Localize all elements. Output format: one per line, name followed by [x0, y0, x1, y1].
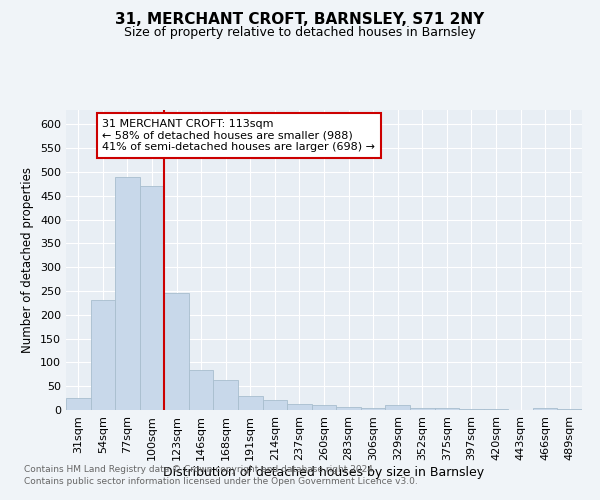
Bar [557, 409, 582, 410]
Y-axis label: Number of detached properties: Number of detached properties [22, 167, 34, 353]
Bar [66, 398, 91, 410]
Text: 31 MERCHANT CROFT: 113sqm
← 58% of detached houses are smaller (988)
41% of semi: 31 MERCHANT CROFT: 113sqm ← 58% of detac… [102, 119, 375, 152]
Bar [238, 396, 263, 410]
Bar [336, 406, 361, 410]
Text: Contains HM Land Registry data © Crown copyright and database right 2024.: Contains HM Land Registry data © Crown c… [24, 465, 376, 474]
Bar [91, 300, 115, 410]
Bar [385, 405, 410, 410]
Bar [115, 176, 140, 410]
Bar [214, 380, 238, 410]
Text: 31, MERCHANT CROFT, BARNSLEY, S71 2NY: 31, MERCHANT CROFT, BARNSLEY, S71 2NY [115, 12, 485, 28]
Text: Contains public sector information licensed under the Open Government Licence v3: Contains public sector information licen… [24, 478, 418, 486]
Bar [287, 404, 312, 410]
Bar [484, 409, 508, 410]
Bar [312, 405, 336, 410]
Bar [410, 408, 434, 410]
Text: Size of property relative to detached houses in Barnsley: Size of property relative to detached ho… [124, 26, 476, 39]
Bar [263, 400, 287, 410]
Bar [140, 186, 164, 410]
Bar [189, 370, 214, 410]
Bar [164, 294, 189, 410]
Bar [434, 408, 459, 410]
Bar [459, 409, 484, 410]
Bar [533, 408, 557, 410]
X-axis label: Distribution of detached houses by size in Barnsley: Distribution of detached houses by size … [163, 466, 485, 478]
Bar [361, 408, 385, 410]
